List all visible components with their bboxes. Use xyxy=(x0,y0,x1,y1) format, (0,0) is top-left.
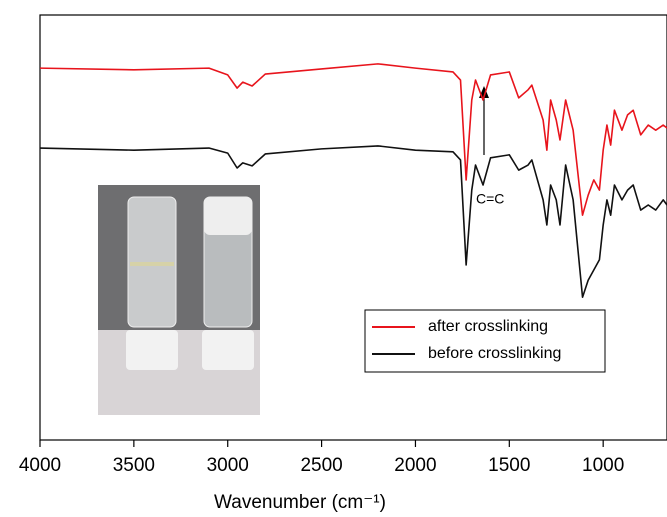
x-tick-label: 2000 xyxy=(394,455,436,476)
x-tick-label: 3500 xyxy=(113,455,155,476)
spectrum-line xyxy=(39,63,667,216)
spectrum-line xyxy=(39,145,667,298)
x-tick-label: 2500 xyxy=(300,455,342,476)
x-tick-label: 1500 xyxy=(488,455,530,476)
annotation: C=C xyxy=(476,191,504,207)
inset-photo xyxy=(98,185,260,415)
x-tick-label: 1000 xyxy=(582,455,624,476)
plot-frame xyxy=(39,14,667,441)
legend-label: before crosslinking xyxy=(428,345,561,362)
x-tick-label: 4000 xyxy=(19,455,61,476)
x-tick-label: 3000 xyxy=(207,455,249,476)
x-axis-label: Wavenumber (cm⁻¹) xyxy=(214,492,386,513)
legend-label: after crosslinking xyxy=(428,318,548,335)
legend-box xyxy=(364,309,606,373)
